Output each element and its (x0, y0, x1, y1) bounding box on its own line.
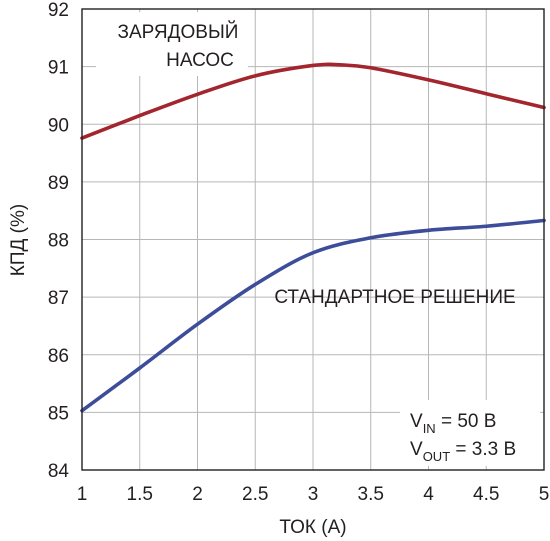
standard-solution-label: СТАНДАРТНОЕ РЕШЕНИЕ (274, 287, 515, 308)
y-tick-label: 89 (48, 173, 69, 194)
x-axis-label: ТОК (А) (279, 517, 346, 538)
y-tick-label: 84 (48, 461, 70, 482)
y-tick-label: 86 (48, 346, 69, 367)
series-lines (80, 62, 546, 413)
y-tick-labels: 84 85 86 87 88 89 90 91 92 (48, 0, 70, 482)
vin-label: VIN = 50 В (410, 411, 496, 436)
y-tick-label: 91 (48, 58, 69, 79)
x-tick-label: 2 (192, 484, 203, 505)
y-tick-label: 85 (48, 403, 69, 424)
x-tick-label: 1 (77, 484, 88, 505)
x-tick-label: 4.5 (473, 484, 499, 505)
y-tick-label: 88 (48, 231, 69, 252)
charge-pump-line (80, 62, 546, 140)
charge-pump-label-line2: НАСОС (166, 50, 234, 71)
x-tick-label: 1.5 (127, 484, 153, 505)
x-tick-labels: 1 1.5 2 2.5 3 3.5 4 4.5 5 (77, 484, 550, 505)
x-tick-label: 4 (423, 484, 434, 505)
y-tick-label: 92 (48, 0, 69, 21)
x-tick-label: 3 (308, 484, 319, 505)
charge-pump-label-line1: ЗАРЯДОВЫЙ (118, 21, 239, 43)
vout-label: VOUT = 3.3 В (410, 439, 516, 464)
y-tick-label: 90 (48, 115, 69, 136)
x-tick-label: 5 (539, 484, 550, 505)
plot-frame (81, 8, 545, 471)
x-tick-label: 3.5 (358, 484, 384, 505)
y-axis-label: КПД (%) (8, 204, 29, 276)
standard-solution-line (80, 218, 546, 413)
y-tick-label: 87 (48, 288, 69, 309)
conditions-box: VIN = 50 В VOUT = 3.3 В (400, 400, 540, 466)
charge-pump-label: ЗАРЯДОВЫЙ НАСОС (96, 12, 248, 76)
x-tick-label: 2.5 (242, 484, 268, 505)
charge-pump-label-bg (96, 12, 248, 76)
conditions-box-bg (400, 400, 540, 466)
